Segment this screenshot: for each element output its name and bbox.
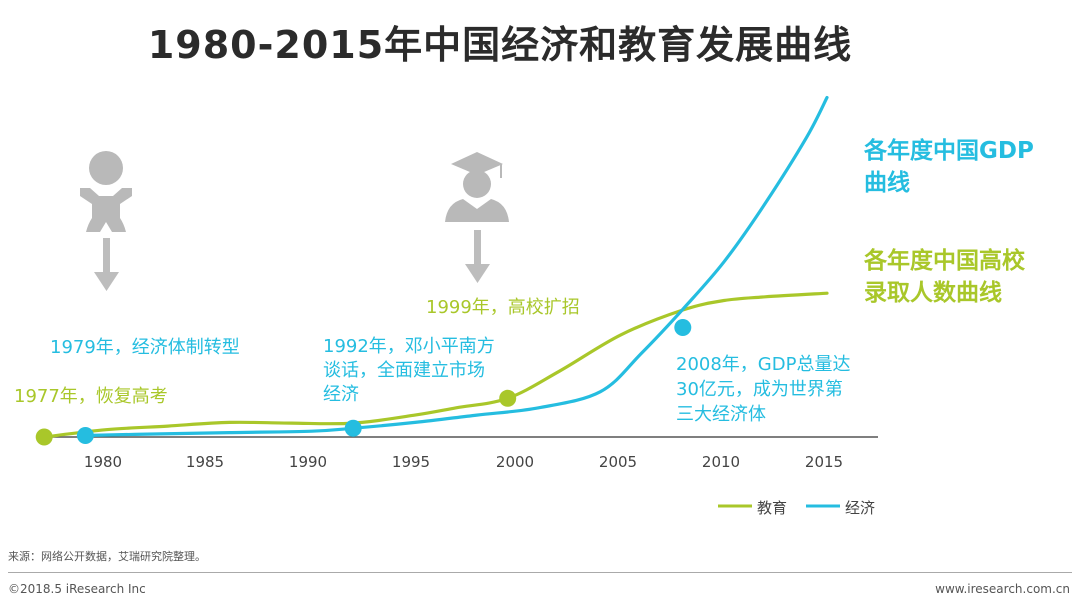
x-tick-label: 1985	[185, 453, 225, 471]
series-label-edu-line2: 录取人数曲线	[864, 280, 1002, 306]
x-tick-label: 2015	[804, 453, 844, 471]
annotation-1992-line3: 经济	[323, 384, 359, 405]
annotation-2008-line1: 2008年，GDP总量达	[676, 354, 851, 375]
annotation-1979: 1979年，经济体制转型	[50, 337, 240, 358]
x-tick-label: 2010	[701, 453, 741, 471]
arrow-down-icon	[465, 230, 490, 283]
annotation-1977: 1977年，恢复高考	[14, 386, 168, 407]
x-tick-label: 1995	[391, 453, 431, 471]
event-marker-1979	[76, 427, 94, 445]
website-link[interactable]: www.iresearch.com.cn	[935, 582, 1070, 596]
event-marker-1992	[344, 419, 362, 437]
x-tick-label: 1980	[83, 453, 123, 471]
series-label-edu-line1: 各年度中国高校	[864, 248, 1025, 274]
event-marker-1999	[499, 389, 517, 407]
arrow-down-icon	[94, 238, 119, 291]
baby-icon	[80, 151, 132, 232]
series-label-gdp-line1: 各年度中国GDP	[864, 138, 1034, 164]
event-marker-2008	[674, 319, 692, 336]
footer-divider	[8, 572, 1072, 573]
x-tick-label: 1990	[288, 453, 328, 471]
series-line-economy	[83, 95, 829, 438]
event-marker-1977	[35, 428, 53, 446]
copyright: ©2018.5 iResearch Inc	[8, 582, 146, 596]
annotation-1999: 1999年，高校扩招	[426, 297, 580, 318]
legend-label-econ: 经济	[845, 499, 876, 517]
annotation-1992-line2: 谈话，全面建立市场	[323, 360, 485, 381]
source-note: 来源：网络公开数据，艾瑞研究院整理。	[8, 550, 206, 563]
page-title: 1980-2015年中国经济和教育发展曲线	[147, 23, 853, 67]
annotation-2008-line2: 30亿元，成为世界第	[676, 379, 843, 400]
x-tick-label: 2000	[495, 453, 535, 471]
annotation-2008-line3: 三大经济体	[676, 404, 766, 425]
x-tick-label: 2005	[598, 453, 638, 471]
series-label-gdp-line2: 曲线	[864, 170, 910, 196]
series-line-education	[42, 291, 829, 439]
legend-label-edu: 教育	[757, 499, 788, 517]
graduate-icon	[445, 152, 509, 222]
annotation-1992-line1: 1992年，邓小平南方	[323, 336, 495, 357]
